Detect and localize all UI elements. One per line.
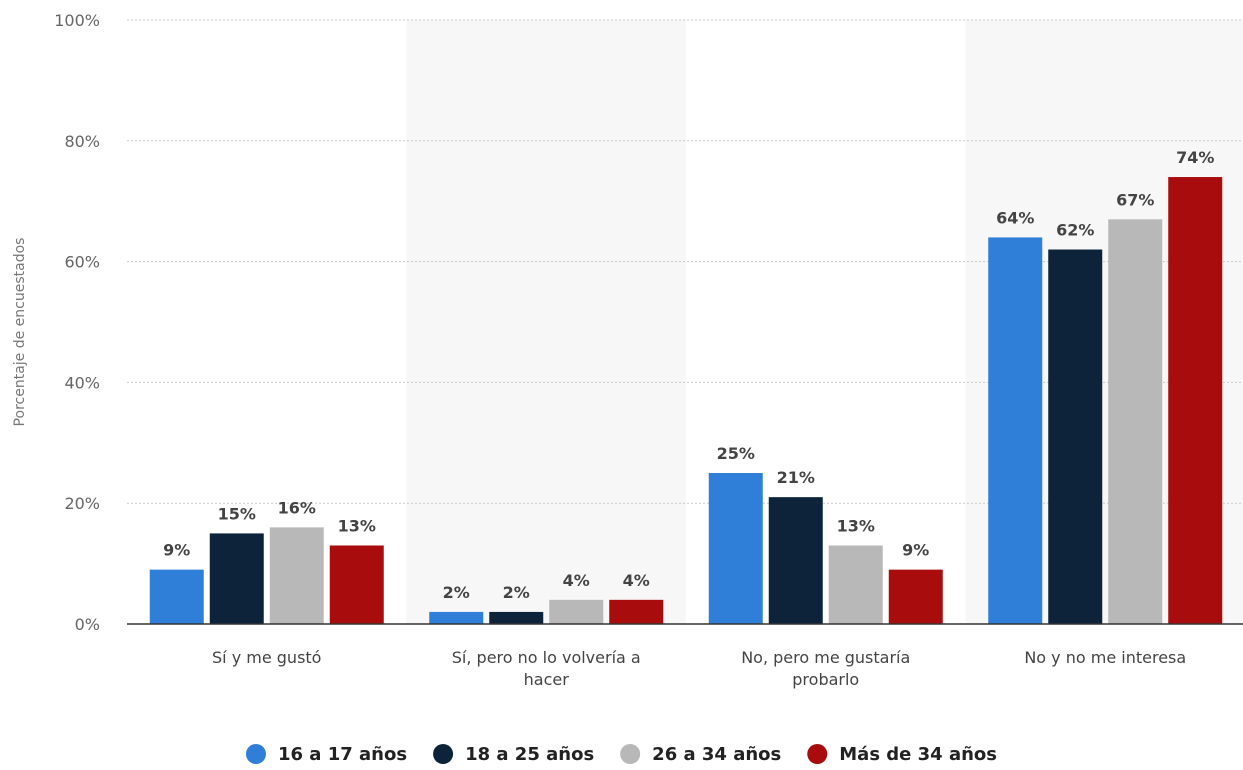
x-tick-label: Sí, pero no lo volvería a bbox=[452, 648, 641, 667]
data-label: 15% bbox=[218, 504, 256, 523]
legend-swatch bbox=[807, 744, 828, 764]
bar bbox=[828, 545, 883, 624]
x-tick-label: Sí y me gustó bbox=[212, 648, 321, 667]
data-label: 2% bbox=[503, 583, 530, 602]
y-tick-label: 20% bbox=[64, 494, 100, 513]
data-label: 21% bbox=[777, 468, 815, 487]
legend-item[interactable]: 18 a 25 años bbox=[433, 744, 594, 765]
bar bbox=[489, 611, 544, 624]
x-axis-labels: Sí y me gustó Sí, pero no lo volvería a ha… bbox=[212, 648, 1186, 689]
bar bbox=[1108, 219, 1163, 624]
data-label: 74% bbox=[1176, 148, 1214, 167]
data-label: 62% bbox=[1056, 221, 1094, 240]
bar bbox=[269, 527, 324, 624]
bar bbox=[209, 533, 264, 624]
data-label: 4% bbox=[563, 571, 590, 590]
bar bbox=[1048, 249, 1103, 624]
bar bbox=[149, 569, 204, 624]
value-labels: 9% 15% 16% 13% 2% 2% 4% 4% 25% 21% 13% 9% 64% 62% 67% 7… bbox=[163, 148, 1214, 602]
x-tick-label: No, pero me gustaría bbox=[741, 648, 910, 667]
legend-label: 18 a 25 años bbox=[465, 744, 594, 765]
y-axis-ticks: 0% 20% 40% 60% 80% 100% bbox=[54, 11, 100, 634]
legend-label: Más de 34 años bbox=[839, 744, 997, 765]
y-tick-label: 100% bbox=[54, 11, 100, 30]
bar bbox=[1168, 177, 1223, 625]
bar bbox=[768, 497, 823, 624]
data-label: 64% bbox=[996, 208, 1034, 227]
data-label: 4% bbox=[623, 571, 650, 590]
bar bbox=[708, 473, 763, 624]
data-label: 16% bbox=[278, 498, 316, 517]
y-tick-label: 40% bbox=[64, 373, 100, 392]
x-tick-label: hacer bbox=[524, 670, 570, 689]
legend-label: 16 a 17 años bbox=[278, 744, 407, 765]
x-tick-label: probarlo bbox=[792, 670, 859, 689]
data-label: 9% bbox=[163, 541, 190, 560]
legend-item[interactable]: 16 a 17 años bbox=[245, 744, 407, 765]
y-tick-label: 0% bbox=[75, 615, 100, 634]
category-band bbox=[406, 20, 686, 624]
y-axis-label: Porcentaje de encuestados bbox=[12, 238, 28, 427]
legend-swatch bbox=[433, 744, 454, 764]
bars bbox=[149, 177, 1223, 625]
data-label: 13% bbox=[338, 516, 376, 535]
legend-swatch bbox=[245, 744, 266, 764]
data-label: 9% bbox=[902, 541, 929, 560]
legend-item[interactable]: Más de 34 años bbox=[807, 744, 997, 765]
bar bbox=[429, 611, 484, 624]
data-label: 2% bbox=[443, 583, 470, 602]
bar bbox=[329, 545, 384, 624]
y-tick-label: 60% bbox=[64, 253, 100, 272]
bar bbox=[988, 237, 1043, 624]
bar bbox=[549, 599, 604, 624]
legend-swatch bbox=[620, 744, 641, 764]
bar bbox=[888, 569, 943, 624]
x-tick-label: No y no me interesa bbox=[1024, 648, 1186, 667]
bar bbox=[609, 599, 664, 624]
data-label: 67% bbox=[1116, 190, 1154, 209]
y-tick-label: 80% bbox=[64, 132, 100, 151]
legend: 16 a 17 años 18 a 25 años 26 a 34 años Más … bbox=[245, 744, 997, 765]
legend-item[interactable]: 26 a 34 años bbox=[620, 744, 781, 765]
legend-label: 26 a 34 años bbox=[652, 744, 781, 765]
data-label: 13% bbox=[837, 516, 875, 535]
data-label: 25% bbox=[717, 444, 755, 463]
